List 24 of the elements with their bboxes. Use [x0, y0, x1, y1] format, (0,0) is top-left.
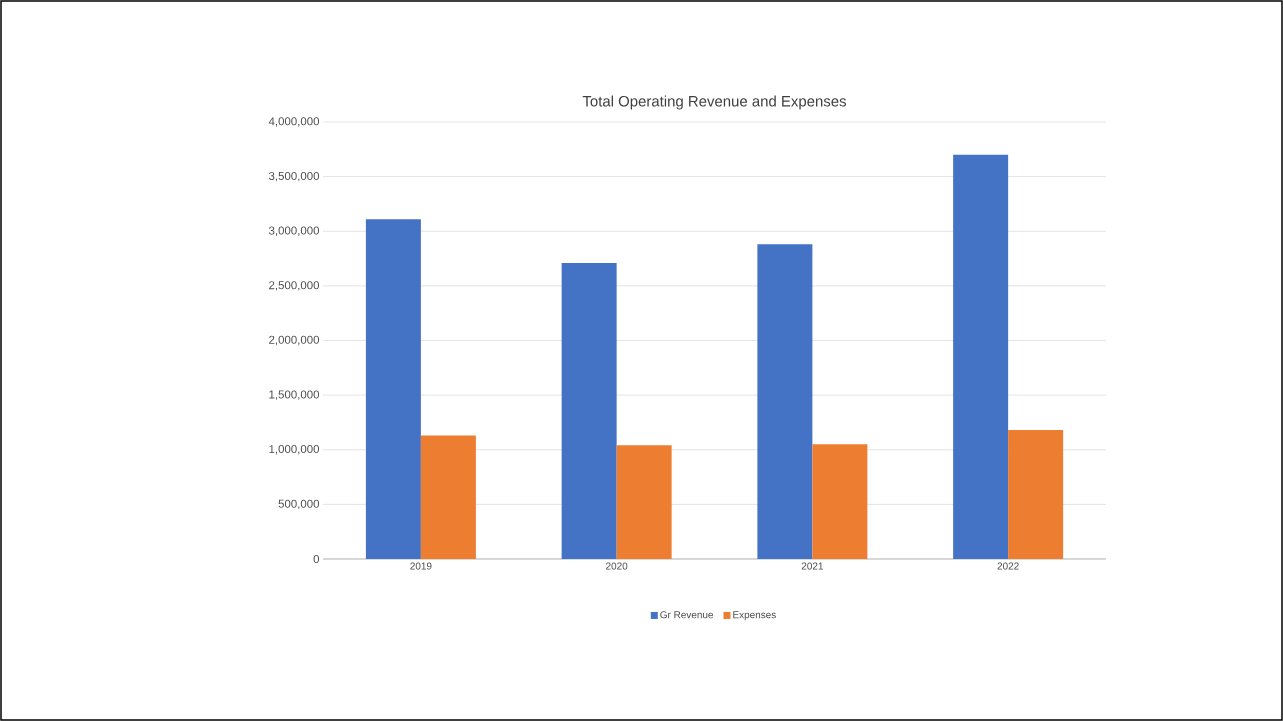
legend-label: Gr Revenue [660, 611, 714, 619]
x-tick-label: 2021 [801, 562, 823, 570]
y-tick-label: 3,000,000 [268, 226, 320, 236]
y-tick-label: 4,000,000 [268, 117, 320, 127]
y-tick-label: 2,000,000 [269, 335, 320, 346]
x-tick-label: 2022 [997, 562, 1019, 570]
y-tick-label: 1,000,000 [269, 445, 320, 455]
y-tick-label: 1,500,000 [269, 390, 320, 400]
bar [616, 445, 672, 559]
y-tick-label: 500,000 [278, 499, 320, 510]
bar [812, 444, 868, 559]
bar [757, 244, 813, 559]
legend-label: Expenses [733, 611, 776, 621]
bar [561, 262, 617, 559]
bar [420, 435, 476, 559]
x-tick-label: 2020 [606, 562, 628, 570]
bar [365, 219, 421, 559]
y-tick-label: 0 [313, 554, 320, 564]
bar [953, 154, 1009, 559]
y-tick-label: 2,500,000 [269, 281, 320, 291]
chart-title: Total Operating Revenue and Expenses [582, 95, 846, 110]
bar [1008, 430, 1064, 559]
y-tick-label: 3,500,000 [268, 171, 320, 182]
x-tick-label: 2019 [410, 562, 432, 570]
